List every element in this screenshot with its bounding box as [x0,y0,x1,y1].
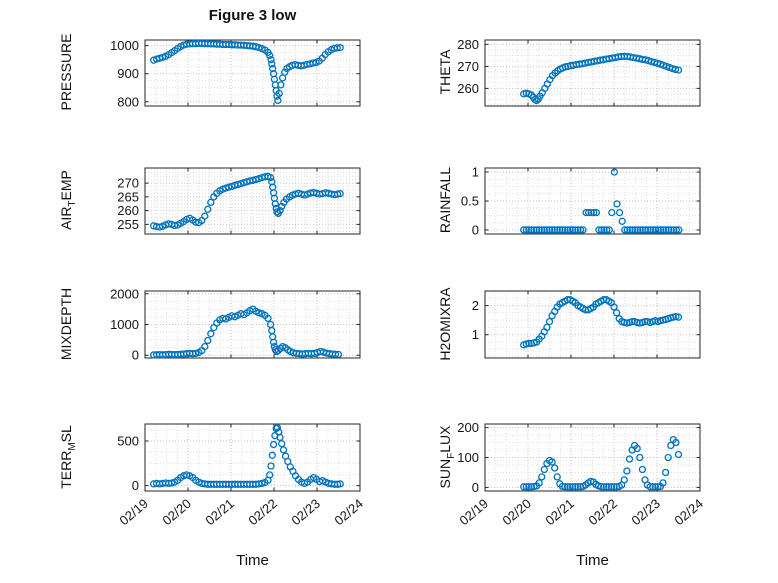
y-tick-label: 280 [457,37,479,52]
figure-title: Figure 3 low [208,7,297,24]
y-tick-label: 200 [457,420,479,435]
x-tick-label: 02/24 [671,496,706,528]
y-tick-label: 270 [457,59,479,74]
data-points [149,423,344,488]
x-tick-label: 02/20 [499,496,534,528]
subplot-rainfall: 00.51 [461,165,701,237]
axes-box [144,39,361,107]
x-tick-label: 02/21 [542,496,577,528]
y-tick-label: 0 [472,222,479,237]
y-tick-label: 100 [457,450,479,465]
ylabel-text: EMP [58,170,74,201]
y-tick-label: 0 [132,348,139,363]
y-tick-label: 0 [472,480,479,495]
x-tick-label: 02/21 [202,496,237,528]
y-tick-label: 1 [472,165,479,180]
axes-box [484,39,701,107]
subplot-pressure: 800 900 1000 [110,38,361,109]
x-tick-label: 02/19 [456,496,491,528]
axis-ticks [144,40,361,106]
ylabel-text: PRESSURE [58,33,74,111]
x-tick-label: 02/22 [585,496,620,528]
y-tick-label: 1000 [110,317,139,332]
y-tick-label: 1 [472,327,479,342]
data-points [149,172,344,231]
y-tick-label: 2000 [110,286,139,301]
axis-ticks [484,40,701,106]
axis-ticks [144,424,361,491]
y-tick-label: 2 [472,298,479,313]
y-axis-label-terr-msl: TERRMSL [56,377,78,537]
data-points [520,168,683,234]
axes-box [144,423,361,492]
grid [144,291,361,358]
x-axis-label-right: Time [576,552,609,569]
y-tick-label: 270 [117,176,139,191]
y-tick-label: 0 [132,478,139,493]
data-points [149,39,344,105]
x-tick-label: 02/23 [288,496,323,528]
y-tick-label: 800 [117,94,139,109]
ylabel-text: MIXDEPTH [58,287,74,361]
axis-ticks [144,168,361,234]
y-tick-label: 260 [457,81,479,96]
subplot-h2omixra: 12 [472,290,701,359]
subplot-theta: 260 270 280 [457,37,701,107]
x-tick-label: 02/19 [116,496,151,528]
y-tick-label: 500 [117,433,139,448]
ylabel-text: SL [58,425,74,443]
ylabel-subscript: T [66,200,78,207]
data-points [520,435,683,491]
data-points [520,52,683,105]
axes-box [144,167,361,235]
y-tick-label: 900 [117,66,139,81]
ylabel-text: TERR [58,450,74,489]
y-tick-label: 260 [117,203,139,218]
x-tick-label: 02/22 [245,496,280,528]
grid [484,424,701,491]
ylabel-subscript: M [66,442,78,451]
grid [484,40,701,106]
data-points [149,305,343,359]
subplot-sun-flux: 0 100 200 02/19 02/20 02/21 02/22 02/23 02/24 [456,420,706,528]
ylabel-text: AIR [58,206,74,230]
y-tick-label: 255 [117,217,139,232]
y-tick-label: 0.5 [461,194,479,209]
subplot-mixdepth: 0 1000 2000 [110,286,361,363]
x-tick-label: 02/23 [628,496,663,528]
grid [484,168,701,234]
grid [484,290,701,358]
axis-ticks [484,291,701,358]
y-tick-label: 1000 [110,38,139,53]
data-points [520,296,683,349]
x-tick-label: 02/20 [159,496,194,528]
y-tick-label: 265 [117,189,139,204]
x-tick-label: 02/24 [331,496,366,528]
axes-box [484,290,701,359]
x-axis-label-left: Time [236,552,269,569]
subplot-terr-msl: 0 500 02/19 02/20 02/21 02/22 02/23 02/24 [116,423,366,528]
